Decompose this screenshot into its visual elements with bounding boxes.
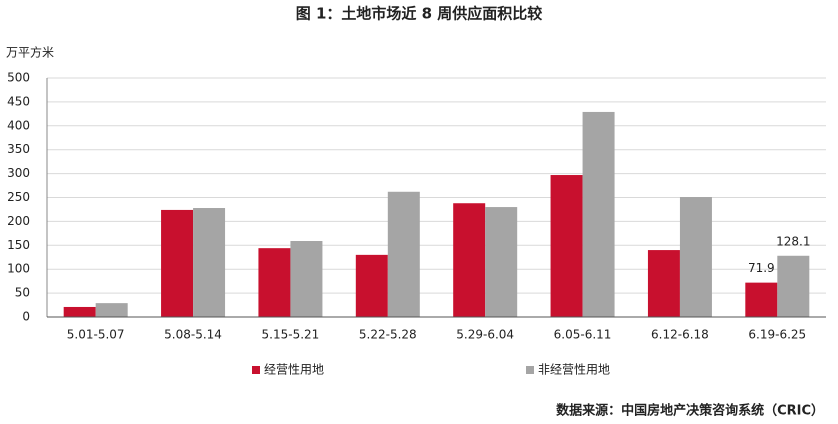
data-label: 71.9: [748, 261, 775, 275]
x-tick-label: 5.29-6.04: [456, 328, 514, 342]
bar: [453, 203, 486, 317]
y-tick-label: 350: [7, 142, 30, 156]
legend-swatch: [252, 366, 260, 374]
bar: [63, 306, 96, 317]
bar: [161, 209, 194, 317]
bar: [290, 240, 323, 317]
source-note: 数据来源：中国房地产决策咨询系统（CRIC）: [556, 403, 824, 419]
x-tick-label: 6.12-6.18: [651, 328, 709, 342]
y-tick-label: 250: [7, 190, 30, 204]
y-tick-label: 100: [7, 262, 30, 276]
x-tick-label: 5.08-5.14: [164, 328, 222, 342]
y-tick-label: 0: [22, 310, 30, 324]
x-tick-label: 6.05-6.11: [554, 328, 612, 342]
y-tick-label: 200: [7, 214, 30, 228]
bar: [745, 282, 778, 317]
bar: [193, 208, 226, 317]
x-tick-label: 5.15-5.21: [262, 328, 320, 342]
y-tick-label: 150: [7, 238, 30, 252]
bar: [258, 248, 291, 317]
y-axis-label: 万平方米: [6, 45, 54, 60]
bar: [550, 175, 583, 317]
legend-label: 非经营性用地: [538, 363, 610, 377]
legend-swatch: [526, 366, 534, 374]
legend-label: 经营性用地: [264, 363, 324, 377]
y-tick-label: 300: [7, 166, 30, 180]
bar: [95, 303, 128, 317]
bar: [355, 254, 388, 317]
data-label: 128.1: [776, 234, 810, 248]
x-tick-label: 6.19-6.25: [748, 328, 806, 342]
y-tick-label: 500: [7, 71, 30, 85]
chart-title: 图 1：土地市场近 8 周供应面积比较: [296, 5, 543, 23]
bar: [647, 250, 680, 317]
y-tick-label: 450: [7, 94, 30, 108]
bar: [777, 255, 810, 317]
x-tick-label: 5.22-5.28: [359, 328, 417, 342]
bar: [387, 191, 420, 317]
y-tick-label: 50: [15, 286, 30, 300]
x-tick-label: 5.01-5.07: [67, 328, 125, 342]
bar: [485, 207, 518, 317]
bar: [679, 197, 712, 317]
y-tick-label: 400: [7, 118, 30, 132]
bar: [582, 111, 615, 317]
